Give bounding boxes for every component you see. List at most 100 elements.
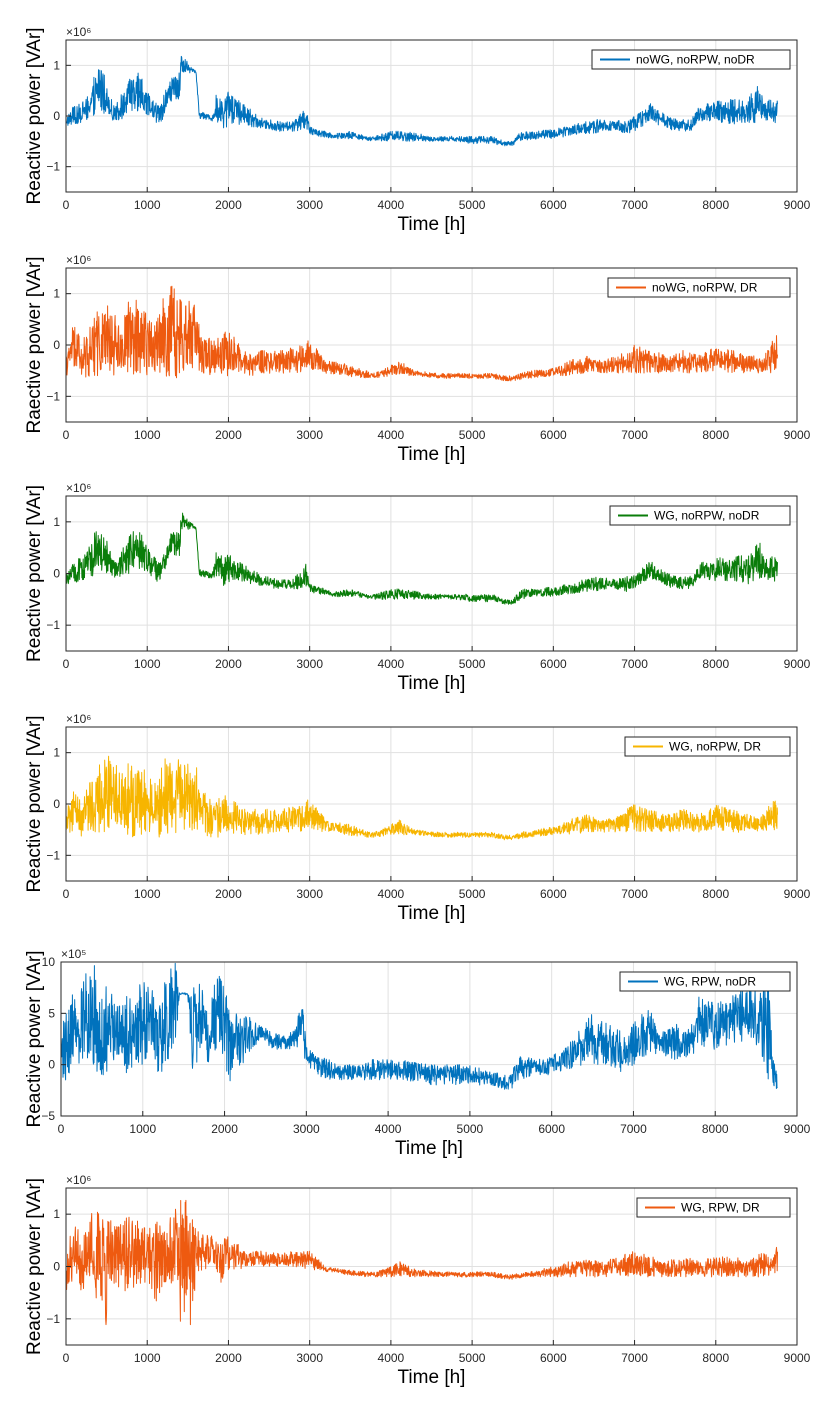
x-tick-label: 5000: [459, 1351, 486, 1365]
x-tick-label: 5000: [459, 887, 486, 901]
x-tick-label: 0: [63, 657, 70, 671]
x-tick-label: 1000: [134, 1351, 161, 1365]
legend: noWG, noRPW, DR: [607, 277, 791, 298]
x-tick-label: 2000: [215, 198, 242, 212]
x-tick-label: 7000: [621, 198, 648, 212]
x-tick-label: 9000: [784, 887, 811, 901]
y-tick-label: −1: [46, 1312, 60, 1326]
x-tick-label: 7000: [621, 657, 648, 671]
x-tick-label: 0: [63, 887, 70, 901]
series-line: [65, 55, 778, 147]
x-tick-label: 3000: [296, 1351, 323, 1365]
x-tick-label: 0: [63, 1351, 70, 1365]
legend-box: [607, 277, 791, 298]
x-tick-label: 8000: [702, 887, 729, 901]
y-axis-label: Reactive power [VAr]: [24, 485, 45, 662]
x-tick-label: 9000: [784, 1122, 811, 1136]
chart-panel-4: 0 1000 2000 3000 4000 5000 6000 7000 8000 9000 −1 0…: [24, 712, 811, 924]
legend-box: [619, 971, 791, 992]
legend-label: WG, RPW, noDR: [664, 975, 756, 989]
x-tick-label: 4000: [375, 1122, 402, 1136]
y-tick-label: 0: [53, 109, 60, 123]
x-tick-label: 6000: [538, 1122, 565, 1136]
x-tick-label: 2000: [215, 428, 242, 442]
x-tick-label: 9000: [784, 1351, 811, 1365]
x-tick-label: 9000: [784, 428, 811, 442]
x-axis-label: Time [h]: [398, 214, 466, 235]
axis-multiplier: ×10⁶: [66, 25, 91, 39]
y-tick-label: −1: [46, 389, 60, 403]
x-tick-label: 8000: [702, 1351, 729, 1365]
x-tick-label: 1000: [134, 887, 161, 901]
y-tick-label: 1: [53, 58, 60, 72]
legend-box: [609, 505, 791, 526]
y-tick-label: 1: [53, 1207, 60, 1221]
x-tick-label: 1000: [134, 657, 161, 671]
x-tick-label: 9000: [784, 198, 811, 212]
x-tick-label: 3000: [296, 198, 323, 212]
y-axis-label: Raective power [VAr]: [24, 256, 45, 433]
legend: WG, RPW, DR: [636, 1197, 791, 1218]
y-tick-label: 0: [53, 1260, 60, 1274]
y-tick-label: 1: [53, 515, 60, 529]
y-axis-label: Reactive power [VAr]: [24, 950, 45, 1127]
x-tick-label: 8000: [702, 1122, 729, 1136]
y-tick-label: 0: [48, 1058, 55, 1072]
x-tick-label: 5000: [459, 198, 486, 212]
x-tick-label: 0: [63, 198, 70, 212]
x-tick-label: 7000: [621, 1351, 648, 1365]
series-line: [65, 1199, 778, 1326]
y-tick-label: −5: [41, 1109, 55, 1123]
y-tick-label: 5: [48, 1006, 55, 1020]
x-tick-label: 6000: [540, 428, 567, 442]
x-tick-label: 2000: [211, 1122, 238, 1136]
x-tick-label: 4000: [378, 428, 405, 442]
x-tick-label: 8000: [702, 657, 729, 671]
x-tick-label: 4000: [378, 198, 405, 212]
x-tick-label: 2000: [215, 657, 242, 671]
legend-label: WG, noRPW, DR: [669, 740, 761, 754]
x-axis-label: Time [h]: [398, 903, 466, 924]
axes-box: [60, 961, 798, 1117]
legend-label: noWG, noRPW, DR: [652, 281, 758, 295]
series-line: [65, 512, 778, 605]
axis-multiplier: ×10⁶: [66, 1173, 91, 1187]
x-tick-label: 3000: [296, 428, 323, 442]
legend-box: [636, 1197, 791, 1218]
axis-multiplier: ×10⁶: [66, 253, 91, 267]
y-tick-label: 0: [53, 797, 60, 811]
y-tick-label: 0: [53, 338, 60, 352]
x-tick-label: 6000: [540, 1351, 567, 1365]
chart-panel-2: 0 1000 2000 3000 4000 5000 6000 7000 8000 9000 −1 0…: [24, 253, 811, 465]
x-tick-label: 5000: [459, 428, 486, 442]
x-axis-label: Time [h]: [398, 444, 466, 465]
series-line: [65, 755, 778, 841]
y-tick-label: −1: [46, 160, 60, 174]
x-tick-label: 2000: [215, 1351, 242, 1365]
x-axis-label: Time [h]: [398, 673, 466, 694]
x-tick-label: 6000: [540, 198, 567, 212]
y-tick-label: −1: [46, 848, 60, 862]
y-tick-label: −1: [46, 618, 60, 632]
legend: noWG, noRPW, noDR: [591, 49, 791, 70]
x-tick-label: 6000: [540, 657, 567, 671]
series-line: [65, 285, 778, 382]
x-tick-label: 2000: [215, 887, 242, 901]
x-tick-label: 7000: [620, 1122, 647, 1136]
y-axis-label: Reactive power [VAr]: [24, 715, 45, 892]
x-axis-label: Time [h]: [395, 1138, 463, 1159]
x-tick-label: 4000: [378, 887, 405, 901]
x-tick-label: 5000: [457, 1122, 484, 1136]
legend: WG, noRPW, noDR: [609, 505, 791, 526]
legend-label: WG, noRPW, noDR: [654, 509, 760, 523]
legend-box: [591, 49, 791, 70]
x-tick-label: 4000: [378, 1351, 405, 1365]
y-tick-label: 1: [53, 746, 60, 760]
x-tick-label: 7000: [621, 428, 648, 442]
axis-multiplier: ×10⁶: [66, 712, 91, 726]
x-tick-label: 9000: [784, 657, 811, 671]
y-tick-label: 10: [42, 955, 56, 969]
y-tick-label: 1: [53, 287, 60, 301]
x-tick-label: 1000: [134, 198, 161, 212]
